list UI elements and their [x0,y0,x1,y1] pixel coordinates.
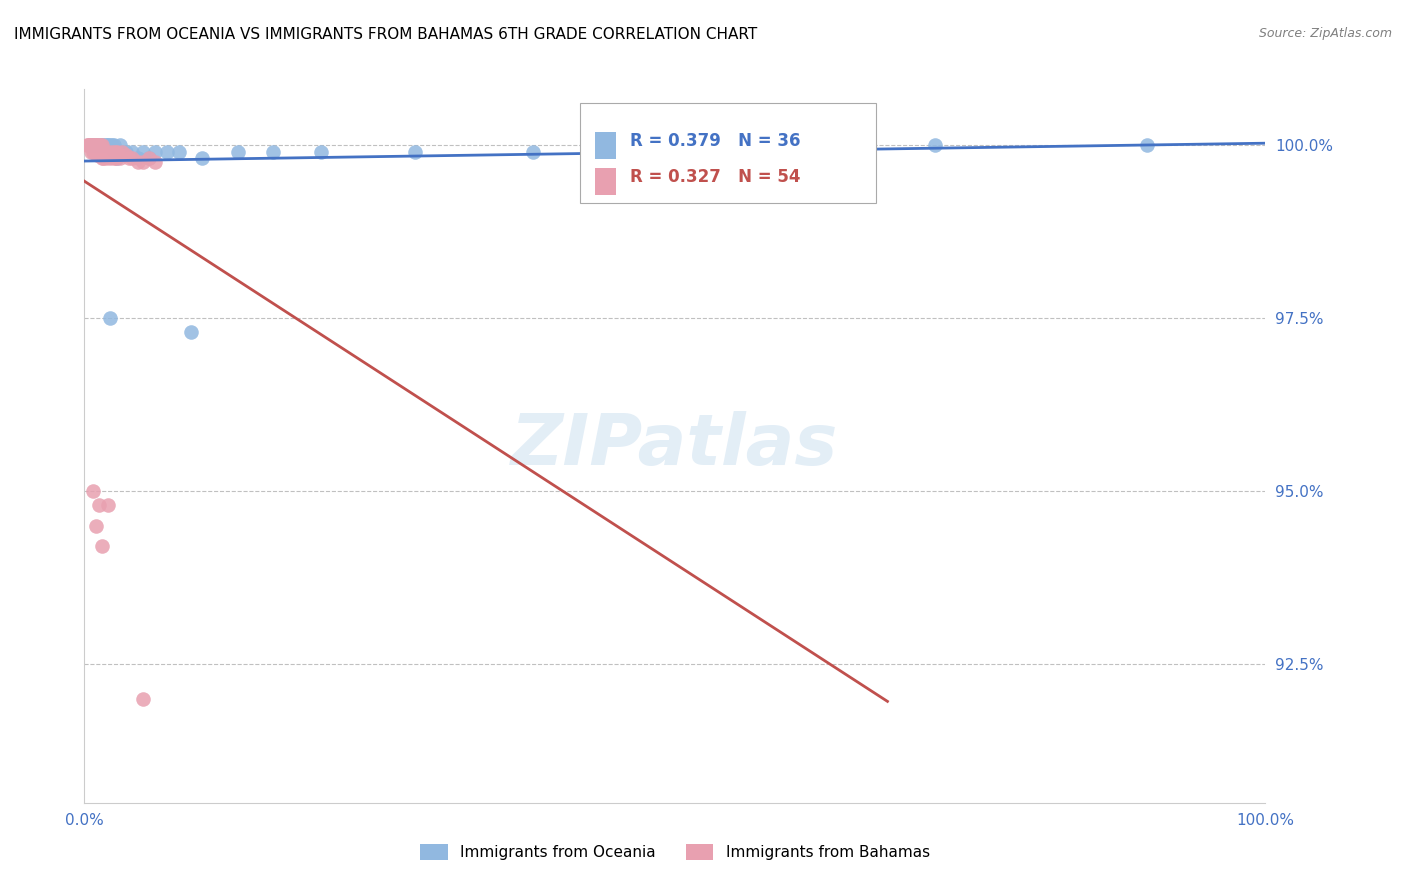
Point [91,145,114,159]
Point [191,152,214,166]
Text: R = 0.327   N = 54: R = 0.327 N = 54 [630,169,800,186]
Point [167,145,190,159]
Point [94,145,117,159]
Point [82,483,104,498]
Point [91,137,114,152]
Point [84,145,107,159]
Point [103,152,125,166]
Text: ZIPatlas: ZIPatlas [512,411,838,481]
Point [104,145,127,159]
Point [127,155,149,169]
Point [84,137,107,152]
Point [100,145,122,159]
Point [77,137,100,152]
Point [89,145,111,159]
Point [924,137,946,152]
Point [94,137,117,152]
Point [262,145,284,159]
Point [105,152,128,166]
Point [79,137,101,152]
Point [86,148,108,162]
Point [84,518,107,533]
Point [96,145,118,159]
Point [84,137,107,152]
Point [91,152,114,166]
Point [89,148,111,162]
Point [80,145,103,159]
Point [841,137,863,152]
Point [121,152,143,166]
Point [84,137,107,152]
Point [86,137,108,152]
Point [83,137,105,152]
Point [98,152,121,166]
Point [180,325,202,339]
Point [91,540,114,554]
Point [91,137,114,152]
Legend: Immigrants from Oceania, Immigrants from Bahamas: Immigrants from Oceania, Immigrants from… [413,838,936,866]
Point [90,137,112,152]
Point [77,137,100,152]
Text: IMMIGRANTS FROM OCEANIA VS IMMIGRANTS FROM BAHAMAS 6TH GRADE CORRELATION CHART: IMMIGRANTS FROM OCEANIA VS IMMIGRANTS FR… [14,27,758,42]
Point [98,148,121,162]
Point [90,148,112,162]
Text: Source: ZipAtlas.com: Source: ZipAtlas.com [1258,27,1392,40]
Point [98,310,121,325]
Point [404,145,426,159]
Point [97,145,120,159]
Point [97,498,120,512]
Point [101,148,124,162]
Point [143,145,166,159]
Text: R = 0.379   N = 36: R = 0.379 N = 36 [630,132,800,151]
Point [309,145,332,159]
Point [103,145,125,159]
Point [103,137,125,152]
Point [98,137,121,152]
Point [111,145,134,159]
Point [127,152,149,166]
Point [100,137,122,152]
Point [121,145,143,159]
FancyBboxPatch shape [595,168,616,195]
Point [79,137,101,152]
Point [132,155,155,169]
Point [94,152,117,166]
Point [83,145,105,159]
Point [87,137,110,152]
Point [82,145,104,159]
Point [91,137,114,152]
Point [522,145,544,159]
Point [114,148,136,162]
Point [84,145,107,159]
Point [80,137,103,152]
Point [87,498,110,512]
Point [83,137,105,152]
Point [132,691,155,706]
Point [138,152,160,166]
Point [82,137,104,152]
Point [107,145,129,159]
Point [118,152,141,166]
Point [132,145,155,159]
Point [76,137,98,152]
Point [1136,137,1159,152]
Point [156,145,179,159]
Point [107,152,129,166]
Point [226,145,249,159]
Point [93,145,115,159]
FancyBboxPatch shape [595,132,616,159]
Point [143,155,166,169]
Point [111,145,134,159]
Point [91,152,114,166]
Point [96,137,118,152]
Point [138,152,160,166]
Point [87,137,110,152]
Point [87,148,110,162]
Point [105,145,128,159]
Point [108,152,131,166]
Point [108,137,131,152]
Point [114,145,136,159]
Point [97,137,120,152]
FancyBboxPatch shape [581,103,876,203]
